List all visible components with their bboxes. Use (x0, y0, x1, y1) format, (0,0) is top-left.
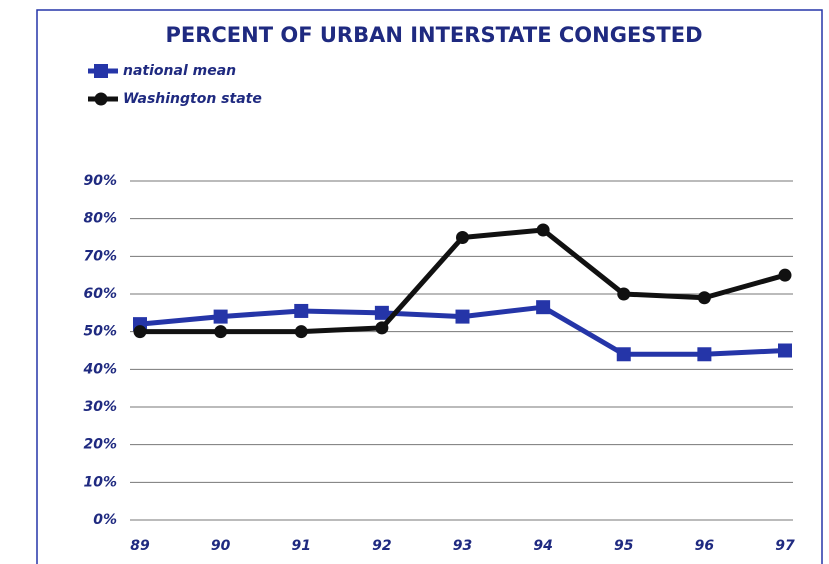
y-tick-label: 70% (83, 248, 117, 264)
y-tick-label: 80% (83, 211, 117, 227)
point (616, 347, 631, 362)
point (697, 347, 712, 362)
frame (36, 9, 823, 564)
y-tick-label: 10% (83, 474, 117, 490)
point (536, 300, 551, 315)
point (214, 325, 228, 339)
x-tick-label: 89 (130, 538, 150, 554)
point (213, 309, 228, 324)
x-tick-label: 94 (533, 538, 552, 554)
point (778, 268, 792, 282)
x-tick-label: 91 (292, 538, 311, 554)
x-tick-label: 92 (372, 538, 391, 554)
legend-label: national mean (123, 63, 236, 79)
point (374, 305, 389, 320)
y-tick-label: 40% (82, 361, 117, 377)
chart-title: PERCENT OF URBAN INTERSTATE CONGESTED (165, 23, 702, 47)
x-tick-label: 96 (695, 538, 715, 554)
point (455, 309, 470, 324)
x-tick-label: 97 (775, 538, 795, 554)
y-tick-label: 50% (83, 324, 117, 340)
legend-marker (94, 64, 108, 78)
point (294, 303, 309, 318)
x-tick-label: 90 (211, 538, 231, 554)
point (375, 321, 389, 335)
point (617, 287, 631, 301)
y-tick-label: 90% (83, 173, 117, 189)
y-tick-label: 30% (83, 399, 117, 415)
point (133, 325, 147, 339)
point (456, 231, 469, 244)
x-tick-label: 95 (614, 538, 634, 554)
legend-label: Washington state (123, 91, 262, 107)
x-tick-label: 93 (453, 538, 472, 554)
point (536, 223, 550, 237)
y-tick-label: 0% (93, 512, 117, 528)
point (778, 343, 792, 358)
point (697, 291, 711, 305)
legend-marker (94, 92, 108, 106)
y-tick-label: 20% (83, 437, 117, 453)
point (294, 325, 308, 339)
y-tick-label: 60% (83, 286, 117, 302)
